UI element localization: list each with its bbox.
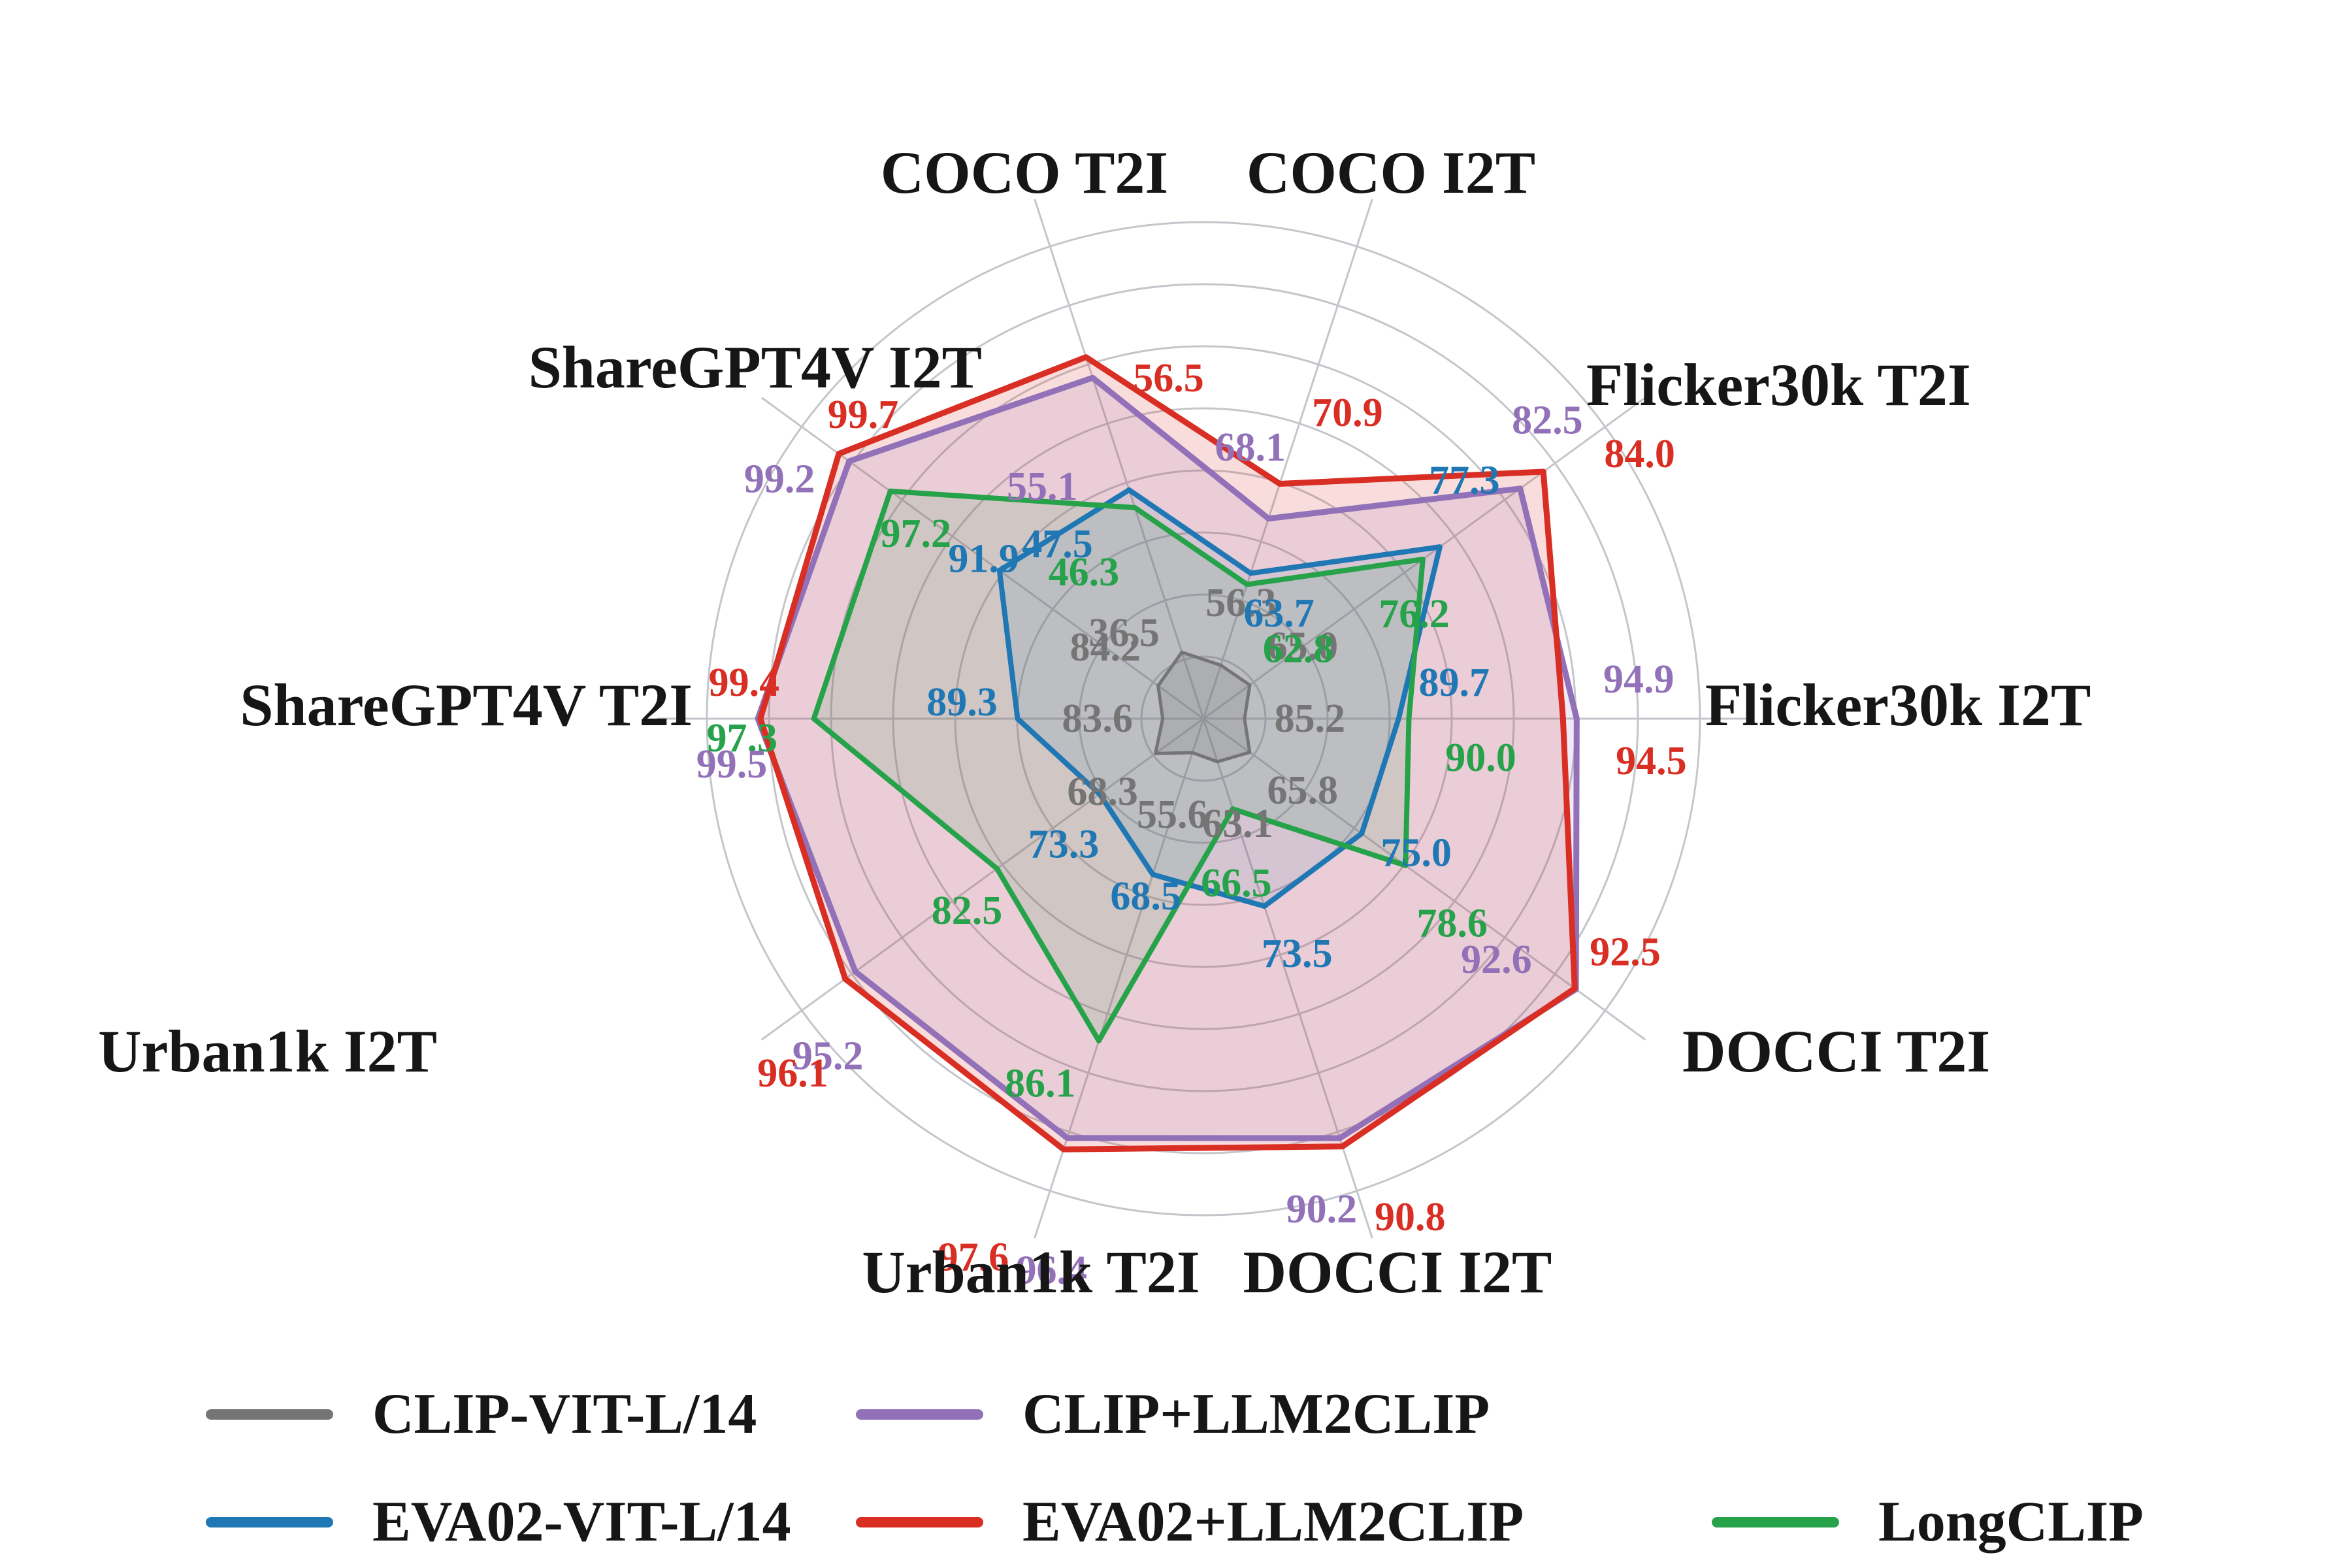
value-label-eva02-llm2clip-docci-i2t: 90.8 [1375,1195,1446,1239]
value-label-longclip-docci-i2t: 66.5 [1201,861,1272,906]
value-label-longclip-coco-t2i: 46.3 [1049,550,1120,595]
value-label-eva02-llm2clip-urban1k-i2t: 96.1 [757,1051,828,1096]
value-label-longclip-coco-i2t: 62.8 [1263,627,1334,672]
value-label-clip-llm2clip-urban1k-i2t: 95.2 [792,1034,864,1079]
axis-spoke-docci-i2t [1202,718,1373,1239]
legend-item-clip-llm2clip: CLIP+LLM2CLIP [856,1382,1490,1447]
axis-label-sharegpt4v-t2i: ShareGPT4V T2I [240,672,693,738]
value-label-clip-vit-l-14-docci-i2t: 63.1 [1202,802,1273,846]
legend-label-clip-vit-l-14: CLIP-VIT-L/14 [372,1382,757,1446]
value-label-clip-vit-l-14-sharegpt4v-t2i: 83.6 [1062,696,1133,741]
value-label-longclip-flicker30k-t2i: 76.2 [1379,592,1450,636]
value-label-eva02-vit-l-14-urban1k-t2i: 68.5 [1110,874,1181,919]
value-label-clip-vit-l-14-sharegpt4v-i2t: 84.2 [1070,625,1141,670]
value-label-clip-llm2clip-flicker30k-t2i: 82.5 [1512,398,1583,442]
series-polygon-longclip [811,488,1426,1043]
series-polygon-clip-vit-l-14 [1154,650,1252,764]
value-label-eva02-llm2clip-coco-i2t: 70.9 [1312,391,1383,435]
value-label-eva02-llm2clip-sharegpt4v-i2t: 99.7 [828,393,899,437]
value-label-eva02-llm2clip-urban1k-t2i: 97.6 [938,1235,1009,1280]
legend-swatch-eva02-llm2clip [856,1517,983,1527]
value-label-eva02-llm2clip-docci-t2i: 92.5 [1590,930,1661,975]
value-label-clip-vit-l-14-coco-t2i: 36.5 [1088,611,1160,655]
value-label-eva02-vit-l-14-sharegpt4v-t2i: 89.3 [926,680,998,725]
value-label-clip-vit-l-14-flicker30k-i2t: 85.2 [1275,696,1346,741]
value-label-clip-vit-l-14-flicker30k-t2i: 65.0 [1267,625,1339,669]
axis-spoke-sharegpt4v-i2t [760,397,1204,720]
value-label-eva02-vit-l-14-coco-i2t: 63.7 [1243,591,1315,636]
legend-label-eva02-vit-l-14: EVA02-VIT-L/14 [372,1490,791,1554]
legend-item-eva02-vit-l-14: EVA02-VIT-L/14 [206,1490,791,1555]
value-label-eva02-llm2clip-coco-t2i: 56.5 [1133,356,1204,400]
value-label-clip-llm2clip-docci-i2t: 90.2 [1286,1187,1358,1232]
value-label-eva02-vit-l-14-docci-i2t: 73.5 [1262,932,1333,976]
axis-spoke-urban1k-i2t [760,717,1204,1041]
value-label-eva02-vit-l-14-docci-t2i: 75.0 [1380,831,1452,875]
legend-item-clip-vit-l-14: CLIP-VIT-L/14 [206,1382,757,1447]
value-label-longclip-sharegpt4v-i2t: 97.2 [880,512,951,556]
value-label-clip-llm2clip-urban1k-t2i: 96.4 [1016,1248,1087,1292]
value-label-eva02-vit-l-14-coco-t2i: 47.5 [1022,522,1093,566]
value-label-eva02-llm2clip-sharegpt4v-t2i: 99.4 [709,661,780,705]
legend-label-eva02-llm2clip: EVA02+LLM2CLIP [1022,1490,1524,1554]
value-label-clip-vit-l-14-urban1k-i2t: 68.3 [1067,770,1138,814]
value-label-clip-llm2clip-coco-t2i: 55.1 [1007,465,1078,509]
series-fill-clip-vit-l-14 [1155,652,1250,762]
legend-swatch-clip-vit-l-14 [206,1409,333,1420]
legend-swatch-eva02-vit-l-14 [206,1517,333,1527]
value-label-eva02-vit-l-14-flicker30k-t2i: 77.3 [1429,459,1500,503]
value-label-longclip-urban1k-i2t: 82.5 [932,889,1003,933]
value-label-clip-vit-l-14-docci-t2i: 65.8 [1267,768,1338,813]
axis-label-coco-i2t: COCO I2T [1247,139,1535,206]
value-label-clip-llm2clip-sharegpt4v-t2i: 99.5 [696,742,768,787]
axis-spoke-coco-i2t [1202,199,1373,719]
axis-label-urban1k-t2i: Urban1k T2I [862,1239,1200,1305]
axis-spoke-docci-t2i [1203,717,1646,1041]
value-label-clip-llm2clip-sharegpt4v-i2t: 99.2 [744,457,815,502]
value-label-longclip-urban1k-t2i: 86.1 [1005,1061,1076,1105]
series-polygon-eva02-llm2clip [757,354,1578,1152]
value-label-eva02-vit-l-14-flicker30k-i2t: 89.7 [1419,661,1490,705]
axis-label-flicker30k-t2i: Flicker30k T2I [1586,351,1971,418]
legend-item-eva02-llm2clip: EVA02+LLM2CLIP [856,1490,1524,1555]
value-label-clip-llm2clip-coco-i2t: 68.1 [1215,425,1286,470]
value-label-eva02-llm2clip-flicker30k-i2t: 94.5 [1616,739,1687,783]
value-label-longclip-flicker30k-i2t: 90.0 [1445,736,1516,780]
legend-label-clip-llm2clip: CLIP+LLM2CLIP [1022,1382,1490,1446]
axis-label-sharegpt4v-i2t: ShareGPT4V I2T [529,334,982,400]
series-polygon-eva02-vit-l-14 [996,487,1443,909]
value-label-clip-llm2clip-docci-t2i: 92.6 [1461,938,1532,982]
value-label-eva02-vit-l-14-urban1k-i2t: 73.3 [1028,823,1100,867]
axis-spoke-coco-t2i [1034,199,1205,719]
legend-label-longclip: LongCLIP [1878,1490,2144,1554]
series-fill-eva02-vit-l-14 [999,489,1440,906]
legend-swatch-longclip [1712,1517,1839,1527]
value-label-clip-llm2clip-flicker30k-i2t: 94.9 [1603,657,1674,702]
axis-label-coco-t2i: COCO T2I [881,139,1169,206]
value-label-clip-vit-l-14-coco-i2t: 56.3 [1205,581,1277,625]
series-fill-longclip [813,491,1423,1041]
legend-swatch-clip-llm2clip [856,1409,983,1420]
axis-label-docci-i2t: DOCCI I2T [1243,1239,1552,1305]
axis-label-urban1k-i2t: Urban1k I2T [98,1018,437,1085]
value-label-eva02-vit-l-14-sharegpt4v-i2t: 91.9 [948,537,1019,581]
axis-label-docci-t2i: DOCCI T2I [1682,1018,1990,1085]
legend-item-longclip: LongCLIP [1712,1490,2144,1555]
value-label-clip-vit-l-14-urban1k-t2i: 55.6 [1137,792,1208,837]
value-label-longclip-docci-t2i: 78.6 [1416,902,1488,946]
axis-label-flicker30k-i2t: Flicker30k I2T [1705,672,2091,738]
value-label-eva02-llm2clip-flicker30k-t2i: 84.0 [1604,432,1675,476]
value-label-longclip-sharegpt4v-t2i: 97.3 [706,716,777,760]
